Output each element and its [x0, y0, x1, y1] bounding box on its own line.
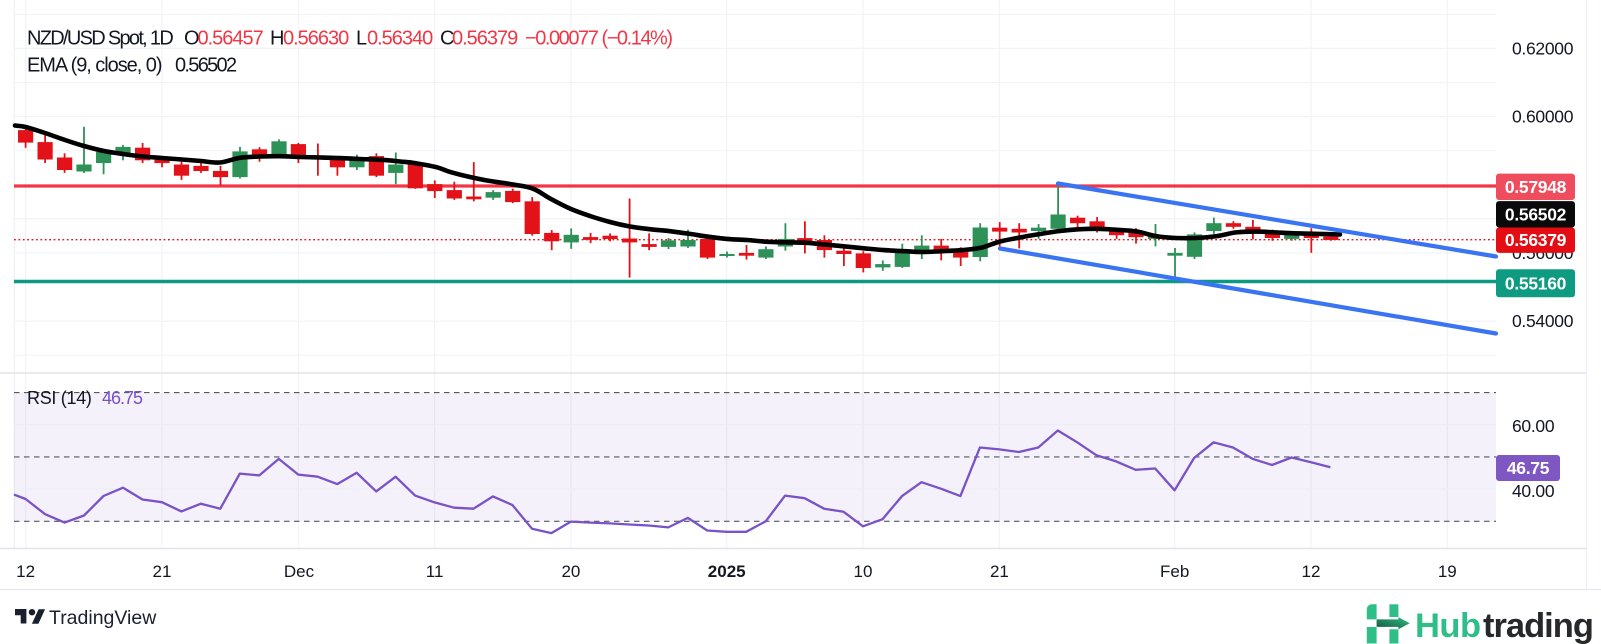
svg-text:O: O: [184, 28, 199, 50]
svg-text:0.56379: 0.56379: [452, 28, 518, 50]
svg-text:Dec: Dec: [284, 562, 315, 581]
svg-text:2025: 2025: [708, 562, 746, 581]
svg-text:TradingView: TradingView: [49, 607, 157, 629]
svg-text:trading: trading: [1483, 607, 1593, 644]
svg-text:0.57948: 0.57948: [1505, 177, 1567, 197]
svg-text:0.56630: 0.56630: [283, 28, 349, 50]
svg-text:0.62000: 0.62000: [1512, 38, 1574, 58]
svg-text:21: 21: [990, 562, 1009, 581]
svg-text:0.56502: 0.56502: [175, 55, 237, 77]
svg-text:0.60000: 0.60000: [1512, 107, 1574, 127]
svg-text:EMA (9, close, 0): EMA (9, close, 0): [27, 55, 162, 77]
svg-text:12: 12: [16, 562, 35, 581]
svg-text:0.56379: 0.56379: [1505, 230, 1567, 250]
svg-text:0.56340: 0.56340: [367, 28, 433, 50]
svg-text:46.75: 46.75: [102, 388, 143, 408]
svg-text:11: 11: [426, 562, 444, 581]
svg-text:−0.00077 (−0.14%): −0.00077 (−0.14%): [525, 28, 672, 50]
svg-text:46.75: 46.75: [1507, 458, 1550, 478]
svg-text:RSI (14): RSI (14): [27, 388, 92, 408]
svg-text:L: L: [356, 28, 367, 50]
svg-text:H: H: [270, 28, 284, 50]
svg-text:40.00: 40.00: [1512, 481, 1555, 501]
svg-text:12: 12: [1302, 562, 1321, 581]
svg-text:0.56457: 0.56457: [198, 28, 264, 50]
svg-text:C: C: [440, 28, 454, 50]
svg-text:0.56502: 0.56502: [1505, 204, 1567, 224]
svg-text:21: 21: [153, 562, 172, 581]
svg-text:Hub: Hub: [1415, 607, 1481, 644]
svg-text:20: 20: [561, 562, 580, 581]
svg-text:Feb: Feb: [1160, 562, 1189, 581]
svg-text:60.00: 60.00: [1512, 416, 1555, 436]
svg-text:NZD/USD Spot, 1D: NZD/USD Spot, 1D: [27, 28, 173, 50]
svg-text:0.55160: 0.55160: [1505, 273, 1567, 293]
svg-text:0.54000: 0.54000: [1512, 311, 1574, 331]
svg-text:10: 10: [854, 562, 873, 581]
svg-text:19: 19: [1438, 562, 1457, 581]
